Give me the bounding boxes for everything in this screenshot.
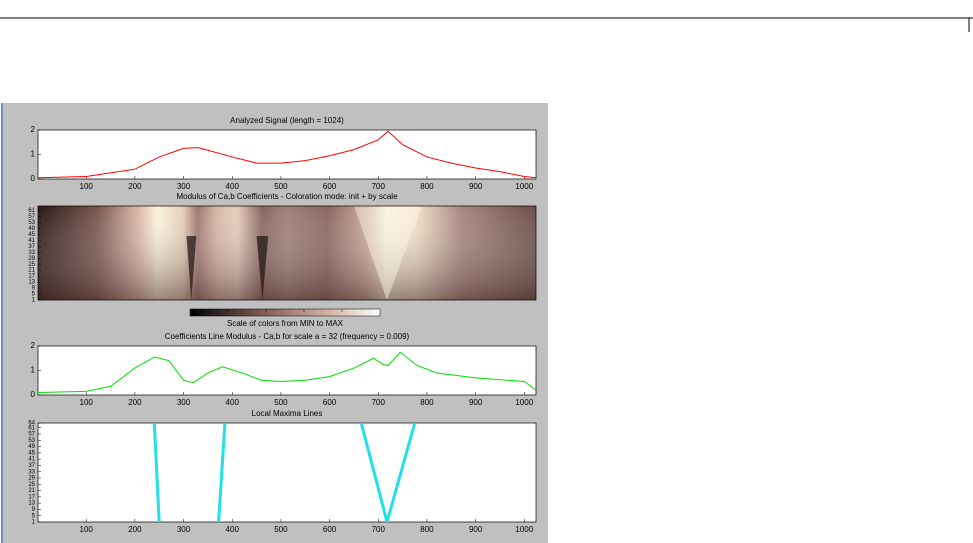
x-tick-label: 500	[274, 398, 288, 407]
x-tick-label: 400	[226, 182, 240, 191]
y-tick-label: 5	[32, 513, 36, 519]
y-tick-label: 41	[28, 238, 35, 244]
y-tick-label: 13	[28, 280, 35, 286]
y-tick-label: 1	[31, 366, 36, 375]
axes	[38, 130, 536, 179]
x-tick-label: 200	[128, 182, 142, 191]
y-tick-label: 25	[28, 262, 35, 268]
x-tick-label: 100	[80, 182, 94, 191]
y-tick-label: 29	[28, 256, 35, 262]
maxima-line	[359, 422, 389, 523]
x-tick-label: 200	[128, 525, 142, 534]
colorbar-label: Scale of colors from MIN to MAX	[227, 319, 344, 328]
y-tick-label: 57	[28, 432, 35, 438]
heatmap-dark	[256, 236, 269, 300]
y-tick-label: 0	[31, 390, 36, 399]
x-tick-label: 100	[80, 398, 94, 407]
x-tick-label: 800	[420, 525, 434, 534]
x-tick-label: 900	[469, 525, 483, 534]
panel-title: Local Maxima Lines	[252, 409, 323, 418]
y-tick-label: 64	[28, 421, 35, 427]
panel-title: Analyzed Signal (length = 1024)	[230, 116, 344, 125]
maxima-line	[385, 422, 417, 523]
y-tick-label: 25	[28, 482, 35, 488]
y-tick-label: 9	[32, 286, 36, 292]
y-tick-label: 1	[31, 150, 36, 159]
x-tick-label: 700	[372, 398, 386, 407]
x-tick-label: 300	[177, 398, 191, 407]
panel-title: Coefficients Line Modulus - Ca,b for sca…	[165, 332, 410, 341]
y-tick-label: 1	[32, 520, 36, 526]
x-tick-label: 500	[274, 525, 288, 534]
x-tick-label: 700	[372, 525, 386, 534]
y-tick-label: 49	[28, 226, 35, 232]
x-tick-label: 200	[128, 398, 142, 407]
x-tick-label: 100	[80, 525, 94, 534]
heatmap-cone	[353, 206, 423, 300]
x-tick-label: 1000	[515, 525, 533, 534]
signal-line	[37, 130, 537, 179]
x-tick-label: 1000	[515, 398, 533, 407]
y-tick-label: 33	[28, 469, 35, 475]
y-tick-label: 2	[31, 125, 36, 134]
x-tick-label: 500	[274, 182, 288, 191]
signal-line	[37, 351, 537, 394]
y-tick-label: 21	[28, 488, 35, 494]
x-tick-label: 800	[420, 398, 434, 407]
y-tick-label: 37	[28, 463, 35, 469]
x-tick-label: 300	[177, 525, 191, 534]
x-tick-label: 800	[420, 182, 434, 191]
y-tick-label: 41	[28, 457, 35, 463]
y-tick-label: 45	[28, 232, 35, 238]
y-tick-label: 1	[32, 298, 36, 304]
axes	[38, 346, 536, 395]
x-tick-label: 900	[469, 182, 483, 191]
x-tick-label: 600	[323, 182, 337, 191]
y-tick-label: 17	[28, 494, 35, 500]
y-tick-label: 0	[31, 174, 36, 183]
x-tick-label: 600	[323, 525, 337, 534]
x-tick-label: 600	[323, 398, 337, 407]
y-tick-label: 21	[28, 268, 35, 274]
y-tick-label: 49	[28, 444, 35, 450]
y-tick-label: 61	[28, 425, 35, 431]
x-tick-label: 900	[469, 398, 483, 407]
y-tick-label: 33	[28, 250, 35, 256]
y-tick-label: 45	[28, 450, 35, 456]
y-tick-label: 37	[28, 244, 35, 250]
y-tick-label: 61	[28, 208, 35, 214]
x-tick-label: 1000	[515, 182, 533, 191]
x-tick-label: 400	[226, 525, 240, 534]
maxima-line	[152, 422, 161, 523]
axes	[38, 423, 536, 522]
heatmap-shade	[38, 206, 536, 300]
y-tick-label: 13	[28, 501, 35, 507]
heatmap-dark	[186, 236, 197, 300]
y-tick-label: 57	[28, 214, 35, 220]
y-tick-label: 29	[28, 476, 35, 482]
panel-title: Modulus of Ca,b Coefficients - Coloratio…	[176, 192, 398, 201]
axes-frame	[37, 422, 537, 523]
x-tick-label: 700	[372, 182, 386, 191]
x-tick-label: 300	[177, 182, 191, 191]
y-tick-label: 2	[31, 341, 36, 350]
x-tick-label: 400	[226, 398, 240, 407]
y-tick-label: 53	[28, 438, 35, 444]
maxima-line	[217, 422, 227, 523]
y-tick-label: 5	[32, 292, 36, 298]
axes-frame	[37, 205, 537, 301]
y-tick-label: 17	[28, 274, 35, 280]
y-tick-label: 53	[28, 220, 35, 226]
y-tick-label: 9	[32, 507, 36, 513]
colorbar	[189, 308, 381, 317]
